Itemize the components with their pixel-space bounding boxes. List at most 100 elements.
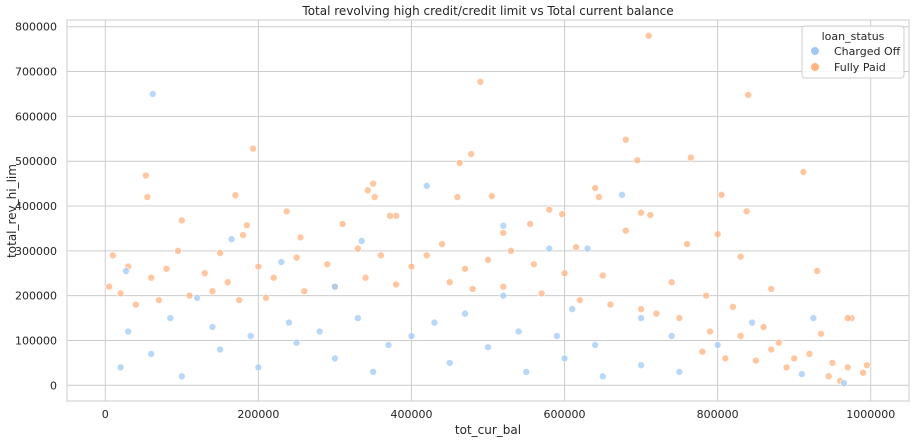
point-fully-paid (683, 240, 691, 248)
point-fully-paid (370, 193, 379, 201)
point-charged-off (407, 332, 416, 340)
point-charged-off (445, 359, 454, 367)
point-fully-paid (702, 291, 710, 300)
x-tick-label: 600000 (544, 408, 586, 421)
point-fully-paid (392, 280, 400, 289)
point-fully-paid (132, 300, 140, 309)
point-charged-off (331, 282, 339, 291)
point-charged-off (292, 338, 301, 347)
point-fully-paid (706, 327, 714, 336)
point-charged-off (216, 345, 224, 354)
point-fully-paid (599, 271, 607, 280)
point-fully-paid (817, 329, 825, 338)
point-charged-off (591, 341, 599, 349)
point-charged-off (809, 314, 818, 322)
point-fully-paid (116, 289, 125, 298)
point-fully-paid (595, 193, 603, 201)
point-fully-paid (736, 332, 745, 340)
point-charged-off (522, 368, 531, 376)
point-charged-off (384, 341, 393, 349)
point-fully-paid (162, 264, 171, 273)
y-tick-label: 200000 (15, 290, 57, 303)
point-fully-paid (736, 252, 745, 261)
point-charged-off (277, 258, 286, 266)
point-fully-paid (453, 193, 462, 201)
point-charged-off (430, 318, 439, 327)
point-charged-off (148, 90, 157, 98)
point-charged-off (514, 327, 523, 336)
point-fully-paid (759, 323, 768, 331)
point-fully-paid (361, 273, 370, 282)
point-fully-paid (621, 226, 630, 235)
point-fully-paid (484, 256, 492, 264)
point-charged-off (599, 372, 607, 381)
point-fully-paid (235, 296, 244, 304)
point-charged-off (499, 291, 508, 300)
point-fully-paid (545, 205, 554, 214)
point-fully-paid (178, 216, 186, 225)
legend-entry-charged-off: Charged Off (834, 45, 901, 58)
point-charged-off (246, 332, 255, 340)
point-fully-paid (767, 285, 776, 293)
point-fully-paid (652, 309, 661, 318)
x-axis-label: tot_cur_bal (455, 423, 521, 437)
point-fully-paid (752, 356, 760, 365)
point-fully-paid (254, 262, 263, 271)
point-fully-paid (105, 282, 113, 291)
point-fully-paid (223, 278, 232, 287)
point-charged-off (354, 314, 362, 322)
x-tick-label: 1000000 (846, 408, 895, 421)
point-fully-paid (369, 179, 377, 188)
point-charged-off (357, 237, 366, 245)
point-fully-paid (323, 260, 332, 269)
y-tick-label: 500000 (15, 155, 57, 168)
point-fully-paid (499, 229, 508, 237)
point-charged-off (422, 182, 431, 190)
y-tick-label: 700000 (15, 66, 57, 79)
point-charged-off (254, 363, 263, 372)
point-fully-paid (300, 287, 309, 295)
point-charged-off (560, 354, 569, 363)
point-fully-paid (863, 361, 871, 369)
point-fully-paid (713, 230, 722, 239)
point-fully-paid (667, 278, 676, 287)
x-tick-label: 200000 (237, 408, 279, 421)
point-charged-off (675, 368, 684, 376)
point-charged-off (178, 372, 186, 381)
point-fully-paid (621, 135, 630, 144)
point-fully-paid (377, 251, 385, 260)
point-fully-paid (488, 192, 496, 200)
point-charged-off (208, 323, 217, 331)
point-charged-off (484, 343, 492, 352)
legend-entry-fully-paid: Fully Paid (834, 61, 886, 74)
point-fully-paid (742, 207, 751, 216)
point-fully-paid (216, 249, 224, 257)
point-fully-paid (231, 191, 240, 200)
point-fully-paid (142, 171, 150, 180)
point-fully-paid (174, 247, 182, 255)
point-fully-paid (461, 264, 469, 273)
point-fully-paid (262, 294, 270, 302)
point-charged-off (583, 244, 592, 253)
point-fully-paid (729, 303, 737, 311)
legend: loan_status Charged Off Fully Paid (801, 25, 905, 79)
point-charged-off (748, 318, 756, 327)
tick-labels: 0 200000 400000 600000 800000 1000000 0 100000 2… (15, 21, 895, 421)
point-fully-paid (407, 262, 416, 271)
point-fully-paid (526, 220, 534, 228)
point-charged-off (166, 314, 175, 322)
point-fully-paid (828, 359, 837, 367)
point-fully-paid (790, 354, 798, 363)
legend-title: loan_status (822, 30, 885, 43)
point-charged-off (116, 363, 125, 372)
legend-box (801, 25, 905, 79)
point-charged-off (667, 332, 676, 340)
point-fully-paid (208, 287, 217, 295)
y-tick-label: 300000 (15, 245, 57, 258)
point-charged-off (315, 327, 324, 336)
point-fully-paid (438, 240, 446, 248)
point-fully-paid (147, 273, 155, 282)
point-fully-paid (530, 260, 538, 269)
point-charged-off (499, 221, 508, 230)
x-tick-label: 800000 (697, 408, 739, 421)
